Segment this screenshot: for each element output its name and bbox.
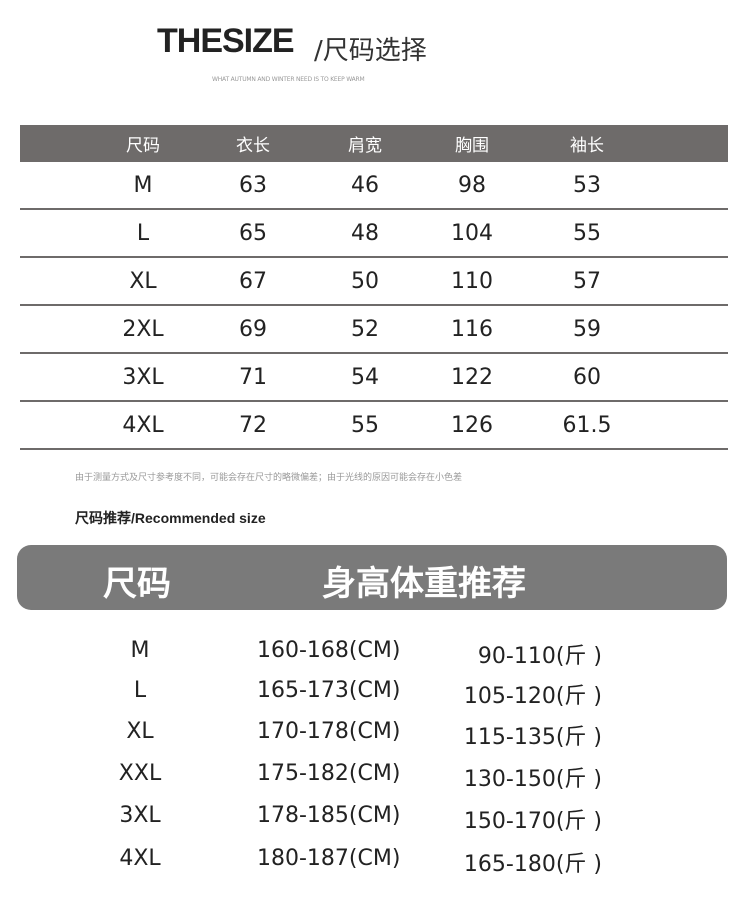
recommend-row: M 160-168(CM) 90-110(斤 ) <box>0 632 750 672</box>
recommend-size: XL <box>126 719 154 744</box>
table-cell: M <box>133 172 153 198</box>
table-cell: L <box>136 220 150 246</box>
recommend-size: M <box>130 638 150 663</box>
table-cell: 71 <box>239 364 267 390</box>
column-header: 衣长 <box>236 136 270 156</box>
table-cell: 67 <box>239 268 267 294</box>
table-cell: 122 <box>451 364 493 390</box>
title-cn: /尺码选择 <box>314 36 427 66</box>
recommend-header-body: 身高体重推荐 <box>322 564 526 604</box>
table-cell: 104 <box>451 220 493 246</box>
subtitle: WHAT AUTUMN AND WINTER NEED IS TO KEEP W… <box>212 76 365 83</box>
recommend-height: 175-182(CM) <box>257 761 401 786</box>
table-row: XL 67 50 110 57 <box>20 258 728 306</box>
table-cell: 59 <box>573 316 601 342</box>
table-cell: 3XL <box>122 364 164 390</box>
table-cell: 55 <box>351 412 379 438</box>
table-cell: 60 <box>573 364 601 390</box>
recommend-row: 3XL 178-185(CM) 150-170(斤 ) <box>0 797 750 837</box>
recommend-size: L <box>133 678 147 703</box>
table-cell: 4XL <box>122 412 164 438</box>
recommend-header-size: 尺码 <box>103 564 171 604</box>
table-cell: 48 <box>351 220 379 246</box>
recommend-size: 3XL <box>119 803 161 828</box>
recommend-height: 160-168(CM) <box>257 638 401 663</box>
recommend-row: XL 170-178(CM) 115-135(斤 ) <box>0 713 750 753</box>
recommend-weight: 105-120(斤 ) <box>463 684 602 709</box>
table-row: 3XL 71 54 122 60 <box>20 354 728 402</box>
table-row: M 63 46 98 53 <box>20 162 728 210</box>
table-cell: 72 <box>239 412 267 438</box>
column-header: 尺码 <box>126 136 160 156</box>
table-cell: 2XL <box>122 316 164 342</box>
table-header: 尺码 衣长 肩宽 胸围 袖长 <box>20 125 728 162</box>
column-header: 胸围 <box>455 136 489 156</box>
table-cell: 52 <box>351 316 379 342</box>
recommend-height: 180-187(CM) <box>257 846 401 871</box>
table-row: L 65 48 104 55 <box>20 210 728 258</box>
recommend-weight: 165-180(斤 ) <box>463 852 602 877</box>
table-cell: 55 <box>573 220 601 246</box>
table-cell: 110 <box>451 268 493 294</box>
table-cell: 69 <box>239 316 267 342</box>
recommend-height: 170-178(CM) <box>257 719 401 744</box>
column-header: 肩宽 <box>348 136 382 156</box>
recommended-label: 尺码推荐/Recommended size <box>75 510 266 526</box>
table-cell: 50 <box>351 268 379 294</box>
recommend-row: L 165-173(CM) 105-120(斤 ) <box>0 672 750 712</box>
table-cell: 63 <box>239 172 267 198</box>
table-cell: 57 <box>573 268 601 294</box>
recommend-weight: 115-135(斤 ) <box>463 725 602 750</box>
recommend-weight: 150-170(斤 ) <box>463 809 602 834</box>
recommend-row: XXL 175-182(CM) 130-150(斤 ) <box>0 755 750 795</box>
table-cell: 126 <box>451 412 493 438</box>
table-cell: 54 <box>351 364 379 390</box>
recommend-weight: 130-150(斤 ) <box>463 767 602 792</box>
recommend-row: 4XL 180-187(CM) 165-180(斤 ) <box>0 840 750 880</box>
table-cell: 53 <box>573 172 601 198</box>
table-row: 2XL 69 52 116 59 <box>20 306 728 354</box>
column-header: 袖长 <box>570 136 604 156</box>
table-cell: 116 <box>451 316 493 342</box>
table-cell: 98 <box>458 172 486 198</box>
title: THESIZE <box>157 22 295 60</box>
recommend-size: XXL <box>118 761 162 786</box>
table-cell: 46 <box>351 172 379 198</box>
table-cell: 61.5 <box>562 412 612 438</box>
size-table: 尺码 衣长 肩宽 胸围 袖长 M 63 46 98 53 L 65 48 104 55 XL 67 50 110 57… <box>20 125 728 450</box>
recommend-height: 165-173(CM) <box>257 678 401 703</box>
table-cell: 65 <box>239 220 267 246</box>
recommend-weight: 90-110(斤 ) <box>477 644 602 669</box>
measurement-note: 由于测量方式及尺寸参考度不同，可能会存在尺寸的略微偏差；由于光线的原因可能会存在… <box>75 473 463 483</box>
recommend-height: 178-185(CM) <box>257 803 401 828</box>
table-row: 4XL 72 55 126 61.5 <box>20 402 728 450</box>
table-cell: XL <box>129 268 157 294</box>
recommend-header-bar <box>17 545 727 610</box>
recommend-size: 4XL <box>119 846 161 871</box>
